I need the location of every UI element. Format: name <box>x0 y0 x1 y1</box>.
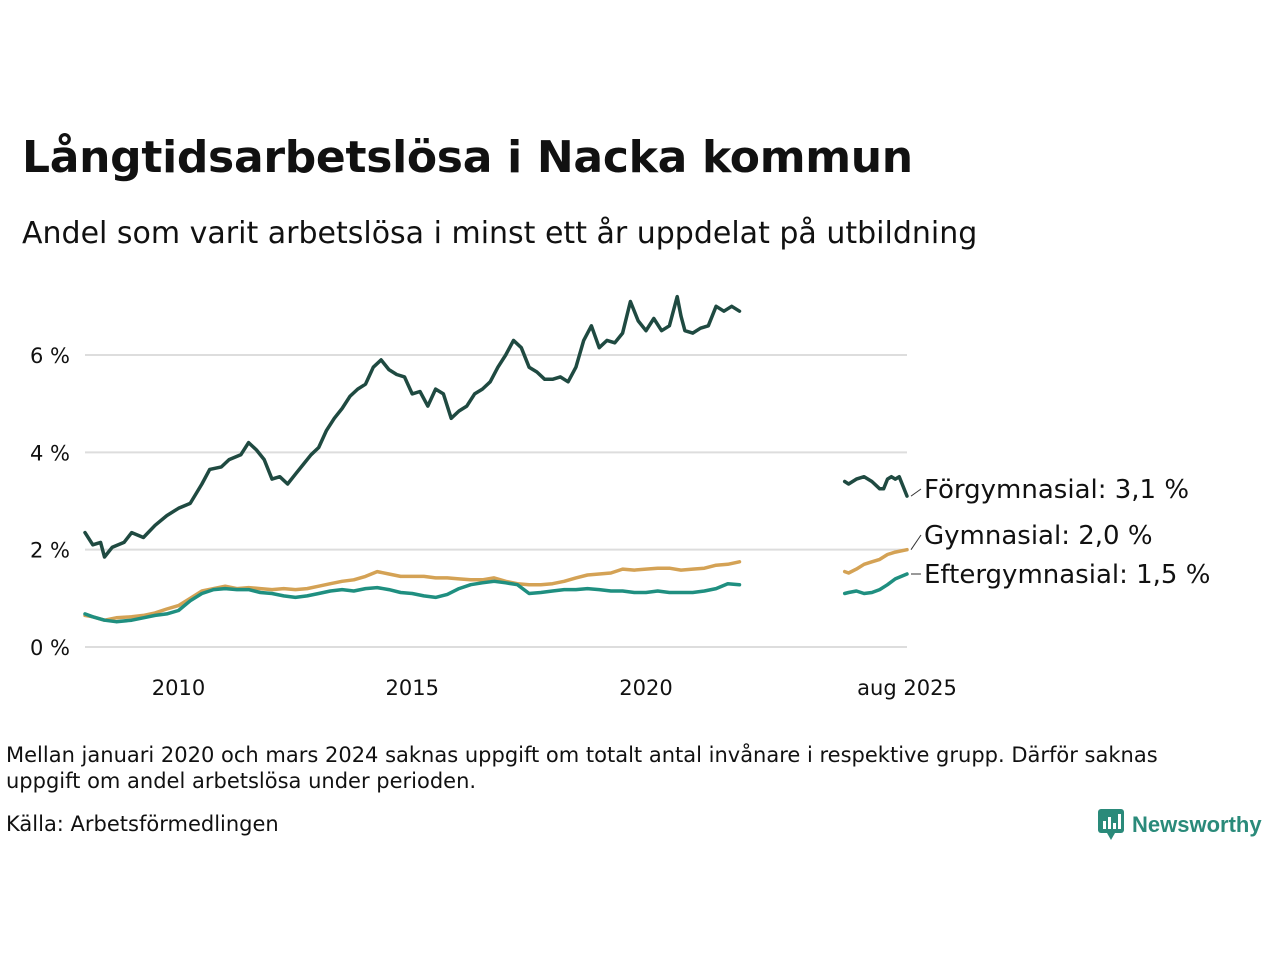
x-tick-label: 2015 <box>386 676 439 700</box>
x-tick-label: 2020 <box>619 676 672 700</box>
footnote: Mellan januari 2020 och mars 2024 saknas… <box>6 743 1158 793</box>
newsworthy-logo: Newsworthy <box>1098 808 1262 842</box>
series-end-label: Eftergymnasial: 1,5 % <box>924 560 1210 590</box>
y-tick-label: 2 % <box>30 539 70 563</box>
y-tick-label: 4 % <box>30 441 70 465</box>
series-end-label: Gymnasial: 2,0 % <box>924 521 1153 551</box>
y-tick-label: 6 % <box>30 344 70 368</box>
source-credit: Källa: Arbetsförmedlingen <box>6 812 279 836</box>
x-tick-label: aug 2025 <box>857 676 957 700</box>
line-chart: 0 % 2 % 4 % 6 % 2010 2015 2020 aug 2025 Förgymna… <box>30 294 1210 700</box>
bar-chart-speech-bubble-icon <box>1098 809 1124 840</box>
chart-subtitle: Andel som varit arbetslösa i minst ett å… <box>22 216 978 251</box>
label-leader-line <box>910 488 922 497</box>
series-line-förgymnasial <box>83 294 909 559</box>
x-tick-label: 2010 <box>152 676 205 700</box>
series-end-label: Förgymnasial: 3,1 % <box>924 475 1189 505</box>
brand-name: Newsworthy <box>1132 812 1262 837</box>
label-leader-line <box>910 534 922 550</box>
y-tick-label: 0 % <box>30 636 70 660</box>
series-line-gymnasial <box>83 547 909 622</box>
series-line-eftergymnasial <box>83 572 909 624</box>
chart-title: Långtidsarbetslösa i Nacka kommun <box>22 132 913 183</box>
